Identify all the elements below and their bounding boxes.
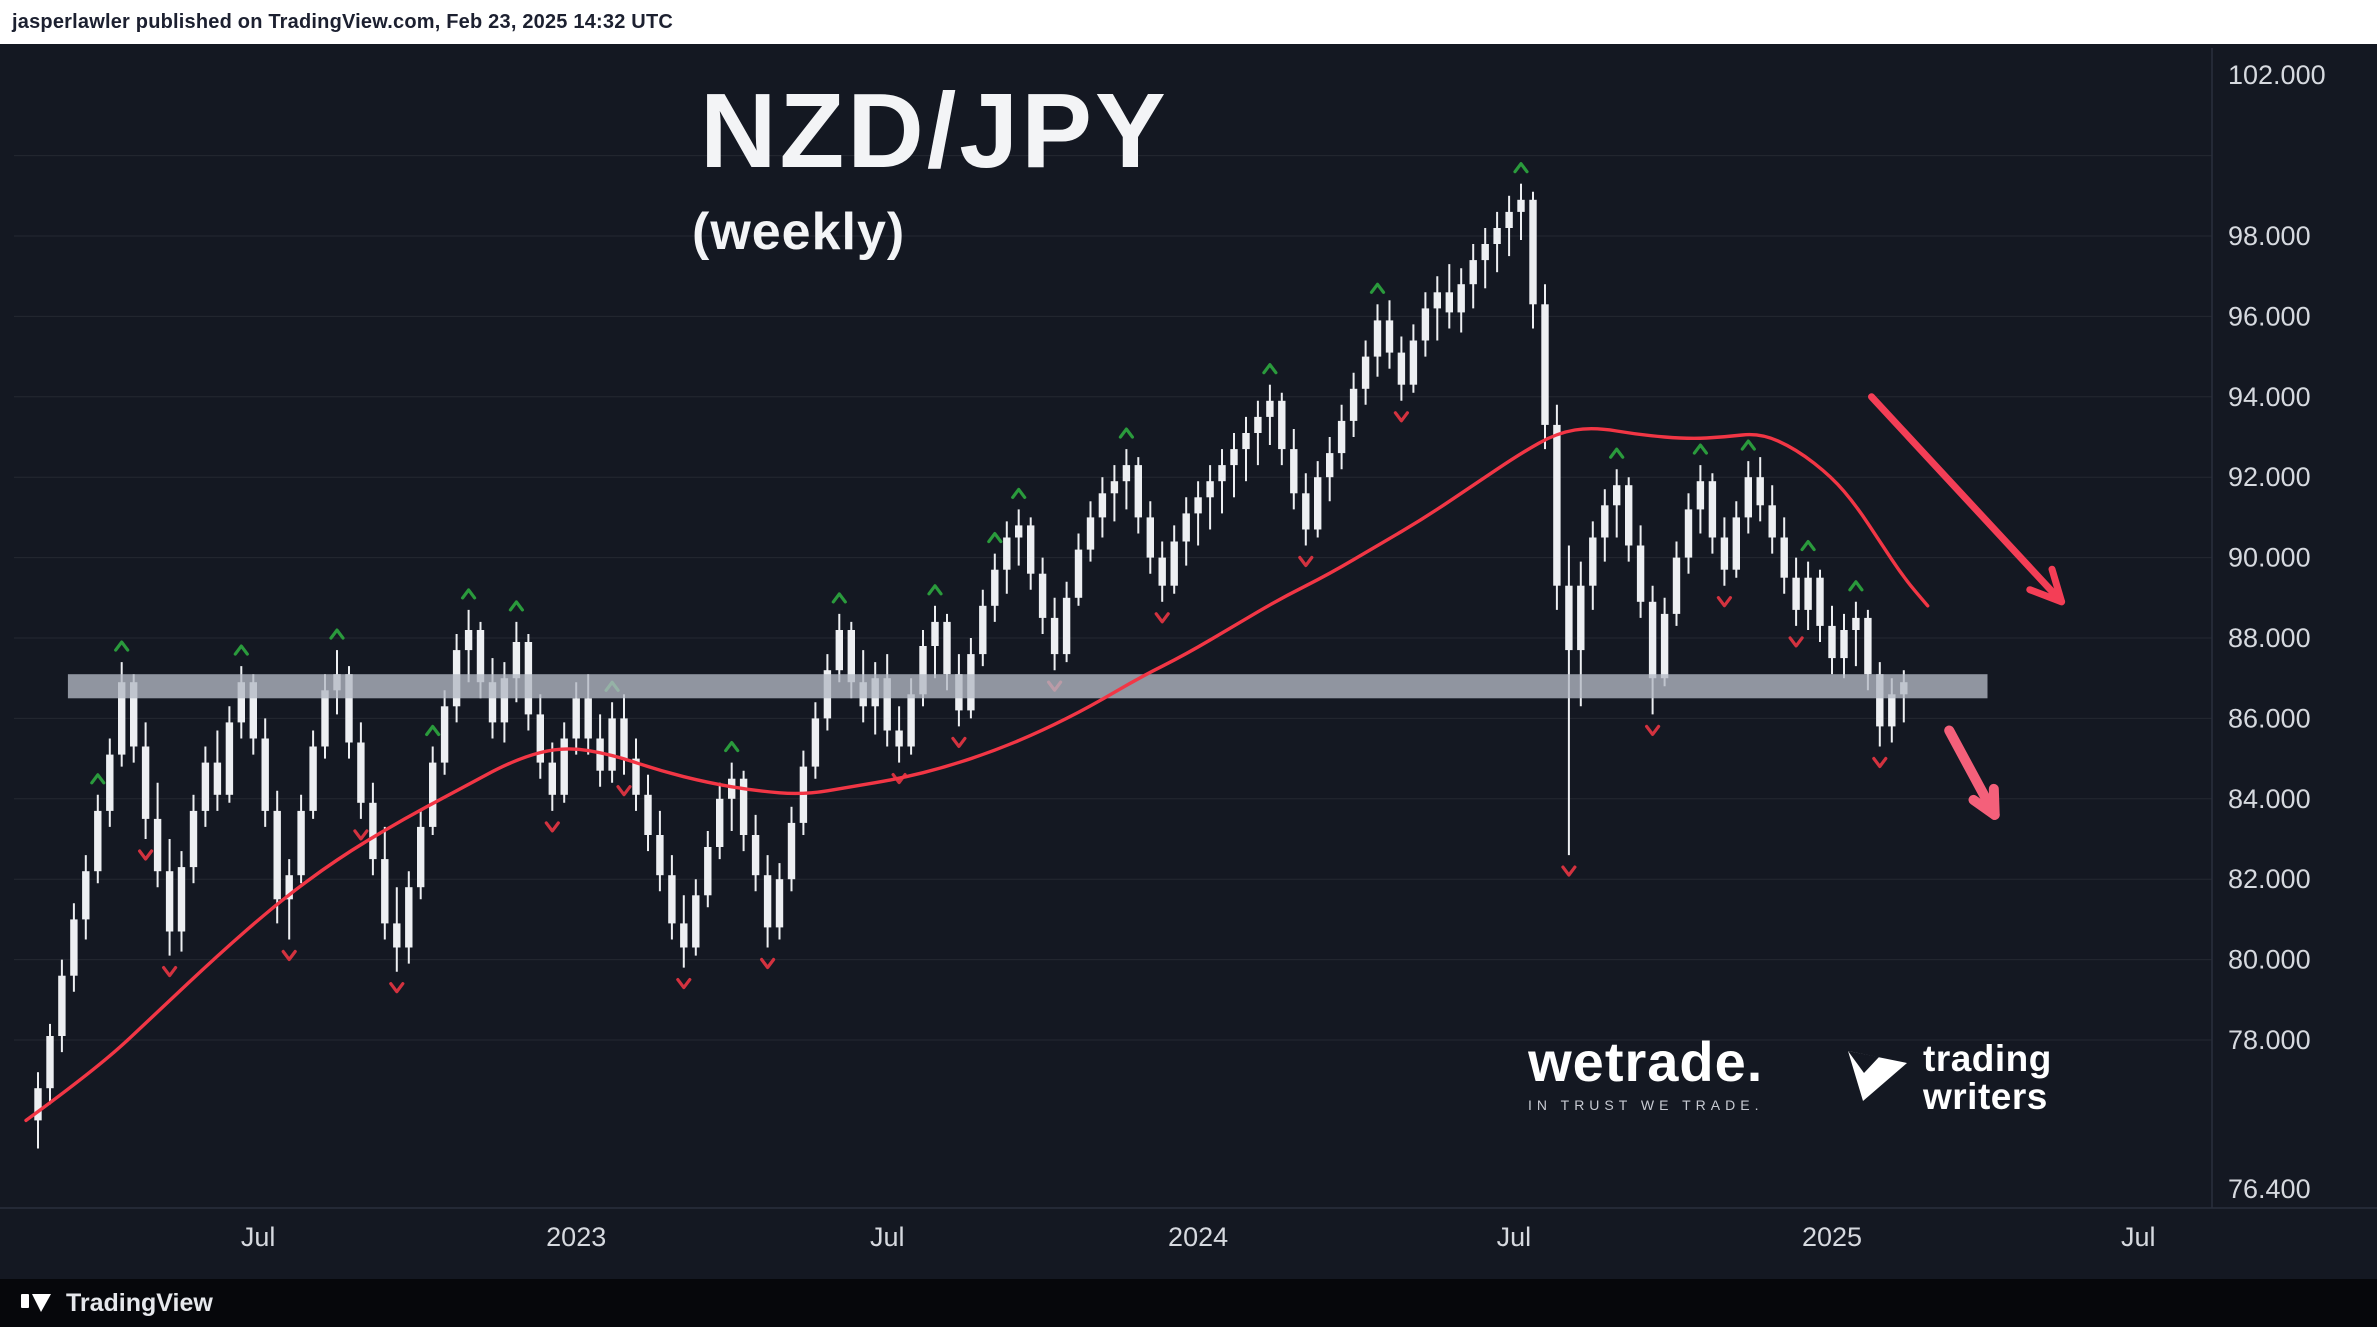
- fractal-down-icon: [1561, 865, 1577, 877]
- wetrade-tagline: IN TRUST WE TRADE.: [1528, 1097, 1764, 1113]
- tradingwriters-logo-text: trading writers: [1923, 1038, 2052, 1118]
- fractal-up-icon: [927, 584, 943, 596]
- tradingview-brand-text: TradingView: [66, 1288, 213, 1317]
- fractal-up-icon: [987, 532, 1003, 544]
- price-label: 82.000: [2228, 864, 2311, 894]
- price-label: 76.400: [2228, 1174, 2311, 1204]
- fractal-up-icon: [1011, 487, 1027, 499]
- fractal-up-icon: [1609, 447, 1625, 459]
- fractal-down-icon: [544, 821, 560, 833]
- price-label: 88.000: [2228, 623, 2311, 653]
- fractal-up-icon: [1262, 363, 1278, 375]
- fractal-up-icon: [329, 628, 345, 640]
- time-label: Jul: [870, 1222, 905, 1252]
- fractal-down-icon: [1716, 596, 1732, 608]
- fractal-up-icon: [1740, 439, 1756, 451]
- timeframe-subtitle: (weekly): [692, 203, 906, 261]
- fractal-up-icon: [114, 640, 130, 652]
- downtrend-arrow-annotation: [1868, 393, 2066, 606]
- fractal-down-icon: [616, 785, 632, 797]
- support-zone: [67, 674, 1988, 699]
- price-label: 78.000: [2228, 1025, 2311, 1055]
- price-axis-labels: 102.000 98.000 96.000 94.000 92.000 90.000 88.…: [2228, 60, 2326, 1204]
- gridlines: [14, 155, 2212, 1041]
- fractal-down-icon: [138, 849, 154, 861]
- fractal-down-icon: [389, 982, 405, 994]
- fractal-down-icon: [1872, 756, 1888, 769]
- price-label: 90.000: [2228, 543, 2311, 573]
- fractal-up-icon: [461, 588, 477, 600]
- fractal-down-icon: [676, 978, 692, 990]
- time-axis-labels: Jul 2023 Jul 2024 Jul 2025 Jul: [241, 1222, 2156, 1252]
- price-label: 84.000: [2228, 784, 2311, 814]
- fractal-down-icon: [1154, 612, 1170, 624]
- price-label: 102.000: [2228, 60, 2326, 90]
- fractal-up-icon: [1369, 282, 1386, 294]
- fractal-down-icon: [951, 736, 967, 748]
- wetrade-watermark: wetrade. IN TRUST WE TRADE.: [1528, 1030, 1764, 1114]
- fractal-down-icon: [1298, 555, 1314, 568]
- candles: [34, 183, 1908, 1149]
- time-label: Jul: [241, 1222, 276, 1252]
- fractal-down-icon: [353, 829, 369, 841]
- ma-line: [24, 427, 1930, 1123]
- fractal-up-icon: [1118, 427, 1134, 439]
- fractal-down-icon: [281, 949, 297, 962]
- fractal-up-icon: [1692, 443, 1708, 455]
- tradingwriters-flag-icon: [1845, 1043, 1911, 1114]
- chart-title-block: NZD/JPY (weekly): [692, 72, 1169, 262]
- tradingwriters-line1: trading: [1923, 1038, 2052, 1079]
- fractal-down-icon: [760, 957, 776, 970]
- fractal-down-icon: [1645, 724, 1661, 736]
- time-label: 2024: [1168, 1222, 1228, 1252]
- time-label: 2025: [1802, 1222, 1862, 1252]
- tradingwriters-line2: writers: [1923, 1076, 2048, 1118]
- price-chart-canvas: 102.000 98.000 96.000 94.000 92.000 90.000 88.…: [0, 48, 2377, 1252]
- price-label: 94.000: [2228, 382, 2311, 412]
- price-label: 98.000: [2228, 221, 2311, 251]
- price-label: 96.000: [2228, 301, 2311, 331]
- fractal-up-icon: [1848, 580, 1864, 592]
- fractal-up-icon: [508, 600, 524, 612]
- price-label: 80.000: [2228, 945, 2311, 975]
- fractal-markers: [90, 162, 1888, 994]
- symbol-title: NZD/JPY: [700, 72, 1169, 190]
- fractal-up-icon: [1513, 162, 1529, 174]
- price-label: 86.000: [2228, 703, 2311, 733]
- fractal-up-icon: [724, 741, 740, 753]
- fractal-down-icon: [162, 966, 178, 978]
- fractal-up-icon: [233, 644, 249, 656]
- fractal-up-icon: [425, 724, 441, 737]
- fractal-up-icon: [1800, 540, 1816, 552]
- publish-info-bar: jasperlawler published on TradingView.co…: [0, 0, 2377, 44]
- wetrade-logo-text: wetrade.: [1528, 1030, 1764, 1093]
- time-label: 2023: [546, 1222, 606, 1252]
- fractal-up-icon: [90, 773, 106, 785]
- price-label: 92.000: [2228, 462, 2311, 492]
- fractal-down-icon: [1788, 636, 1804, 648]
- time-label: Jul: [2121, 1222, 2156, 1252]
- tradingview-logo-icon: [20, 1287, 56, 1320]
- fractal-up-icon: [831, 592, 847, 604]
- breakdown-arrow-annotation: [1944, 725, 2000, 820]
- footer-bar: TradingView: [0, 1279, 2377, 1327]
- publish-info-text: jasperlawler published on TradingView.co…: [12, 10, 673, 33]
- fractal-down-icon: [1393, 411, 1409, 423]
- tradingwriters-watermark: trading writers: [1845, 1038, 2052, 1118]
- time-label: Jul: [1497, 1222, 1532, 1252]
